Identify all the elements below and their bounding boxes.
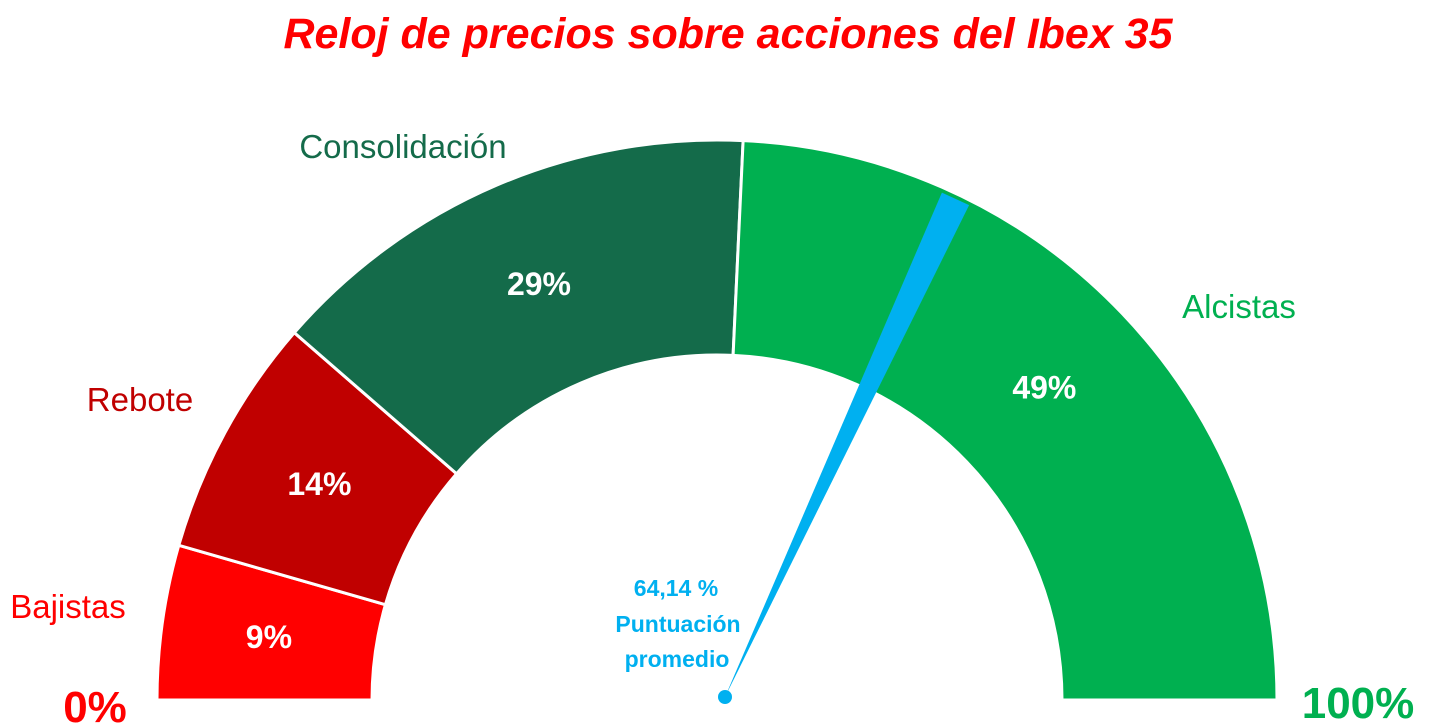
gauge-needle-pivot	[718, 690, 732, 704]
gauge-segment-value-label: 14%	[287, 466, 351, 502]
gauge-segment-value-label: 29%	[507, 266, 571, 302]
gauge-segment-value-label: 49%	[1012, 370, 1076, 406]
gauge-value-labels: 9% 14% 29% 49%	[246, 266, 1077, 655]
gauge-needle	[725, 192, 970, 697]
gauge-segment-category-label: Alcistas	[1182, 288, 1296, 325]
gauge-max-label: 100%	[1302, 679, 1415, 728]
needle-caption-line1: Puntuación	[615, 611, 740, 637]
chart-title: Reloj de precios sobre acciones del Ibex…	[283, 10, 1173, 58]
gauge-segments	[155, 138, 1279, 702]
gauge-category-labels: Bajistas Rebote Consolidación Alcistas	[10, 128, 1296, 625]
needle-caption-line2: promedio	[625, 646, 730, 672]
gauge-segment-alcistas	[731, 139, 1279, 702]
gauge-segment-category-label: Consolidación	[299, 128, 506, 165]
gauge-needle-group: 64,14 % Puntuación promedio	[615, 192, 970, 704]
needle-value-label: 64,14 %	[634, 575, 718, 601]
gauge-segment-category-label: Bajistas	[10, 588, 126, 625]
gauge-segment-value-label: 9%	[246, 619, 292, 655]
gauge-segment-category-label: Rebote	[87, 381, 193, 418]
gauge-segment-consolidacion	[292, 138, 745, 476]
gauge-min-label: 0%	[63, 683, 127, 728]
